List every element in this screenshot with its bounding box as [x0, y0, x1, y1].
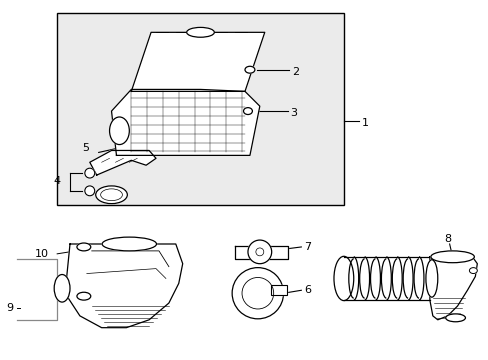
Ellipse shape — [468, 267, 476, 274]
Ellipse shape — [186, 27, 214, 37]
Text: 1: 1 — [361, 118, 368, 128]
Circle shape — [84, 168, 95, 178]
Bar — [57, 13, 343, 204]
Ellipse shape — [77, 292, 91, 300]
Text: 6: 6 — [304, 285, 311, 295]
Bar — [270, 285, 286, 295]
Ellipse shape — [333, 256, 353, 301]
Polygon shape — [111, 89, 259, 156]
Text: 2: 2 — [292, 67, 299, 77]
Ellipse shape — [109, 117, 129, 145]
Ellipse shape — [445, 314, 465, 322]
Ellipse shape — [244, 66, 254, 73]
Ellipse shape — [77, 243, 91, 251]
Circle shape — [84, 186, 95, 196]
Text: 3: 3 — [290, 108, 297, 118]
Circle shape — [232, 267, 283, 319]
Text: 5: 5 — [81, 144, 89, 153]
Bar — [270, 285, 286, 295]
Polygon shape — [429, 257, 476, 320]
Circle shape — [247, 240, 271, 264]
Circle shape — [242, 278, 273, 309]
Ellipse shape — [54, 275, 70, 302]
Polygon shape — [131, 32, 264, 91]
Ellipse shape — [425, 260, 437, 297]
Ellipse shape — [96, 186, 127, 204]
Text: 7: 7 — [304, 242, 311, 252]
Polygon shape — [235, 246, 287, 259]
Text: 10: 10 — [35, 249, 49, 259]
Polygon shape — [65, 244, 183, 328]
Ellipse shape — [102, 237, 156, 251]
Text: 9: 9 — [6, 303, 14, 313]
Ellipse shape — [430, 251, 473, 263]
Polygon shape — [90, 150, 156, 175]
Text: 4: 4 — [53, 176, 60, 186]
Ellipse shape — [243, 108, 252, 114]
Text: 8: 8 — [443, 234, 450, 244]
